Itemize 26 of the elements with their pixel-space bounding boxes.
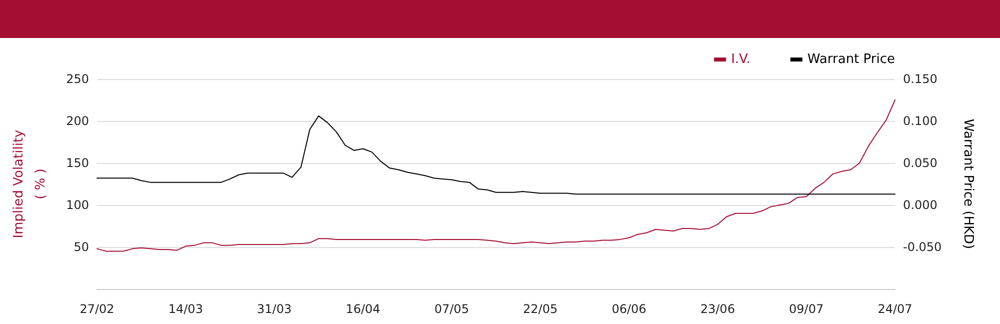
x-tick-label: 27/02 — [80, 302, 114, 316]
x-tick-label: 06/06 — [612, 302, 646, 316]
y2-tick-label: 0.100 — [903, 114, 938, 128]
x-tick-label: 09/07 — [789, 302, 824, 316]
y-tick-label: 250 — [66, 72, 89, 86]
legend-label: Warrant Price — [807, 52, 896, 67]
x-tick-label: 16/04 — [346, 302, 380, 316]
x-tick-label: 23/06 — [700, 302, 735, 316]
y-tick-label: 200 — [66, 114, 89, 128]
x-tick-label: 14/03 — [168, 302, 203, 316]
y2-tick-label: 0.150 — [903, 72, 938, 86]
x-tick-label: 24/07 — [878, 302, 912, 316]
x-tick-label: 07/05 — [434, 302, 469, 316]
x-tick-label: 31/03 — [257, 302, 292, 316]
y-tick-label: 100 — [66, 198, 89, 212]
x-tick-label: 22/05 — [523, 302, 558, 316]
legend-label: I.V. — [731, 52, 750, 67]
y-tick-label: 50 — [74, 240, 89, 254]
y2-axis-title: Warrant Price (HKD) — [960, 118, 976, 250]
y2-tick-label: -0.050 — [903, 240, 942, 254]
y-tick-label: 150 — [66, 156, 89, 170]
line-series — [96, 100, 896, 252]
line-series — [96, 115, 896, 195]
y-axis-title: Implied Volatility ( % ) — [12, 129, 48, 238]
y2-tick-label: 0.000 — [903, 198, 938, 212]
y2-tick-label: 0.050 — [903, 156, 938, 170]
